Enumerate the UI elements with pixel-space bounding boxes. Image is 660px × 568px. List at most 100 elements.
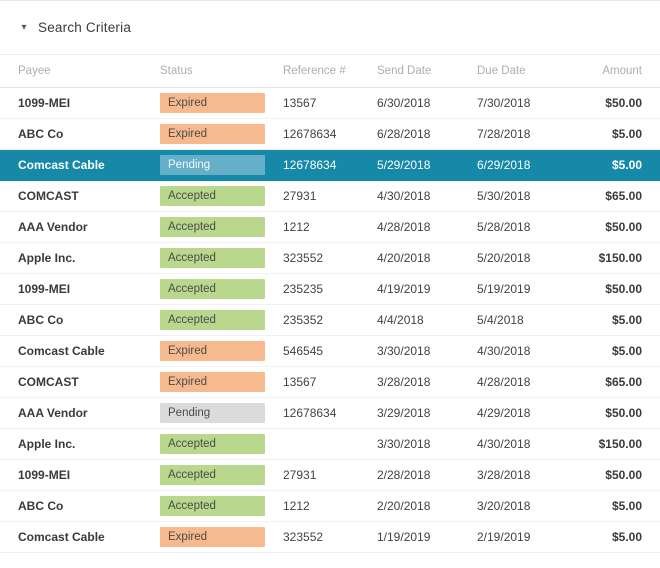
payee-cell: Comcast Cable (18, 344, 105, 358)
due-date-cell: 5/19/2019 (477, 282, 531, 296)
status-cell: Expired (160, 124, 283, 144)
amount-cell: $50.00 (605, 220, 642, 234)
table-row[interactable]: Comcast Cable Expired 546545 3/30/2018 4/30/… (0, 336, 660, 367)
send-date-cell: 4/30/2018 (377, 189, 431, 203)
send-date-cell: 4/20/2018 (377, 251, 431, 265)
table-row[interactable]: 1099-MEI Accepted 27931 2/28/2018 3/28/2018 $… (0, 460, 660, 491)
status-cell: Expired (160, 372, 283, 392)
table-row[interactable]: Apple Inc. Accepted 3/30/2018 4/30/2018 $150… (0, 429, 660, 460)
send-date-cell: 6/30/2018 (377, 96, 431, 110)
send-date-cell: 3/30/2018 (377, 344, 431, 358)
table-row[interactable]: COMCAST Expired 13567 3/28/2018 4/28/2018 $65… (0, 367, 660, 398)
payee-cell: AAA Vendor (18, 406, 88, 420)
amount-cell: $150.00 (598, 437, 642, 451)
send-date-cell: 3/28/2018 (377, 375, 431, 389)
status-cell: Pending (160, 403, 283, 423)
reference-cell: 235235 (283, 282, 324, 296)
reference-cell: 546545 (283, 344, 324, 358)
table-row[interactable]: ABC Co Expired 12678634 6/28/2018 7/28/2018 $… (0, 119, 660, 150)
status-badge: Pending (160, 155, 265, 175)
amount-cell: $50.00 (605, 96, 642, 110)
status-badge: Accepted (160, 434, 265, 454)
reference-cell: 13567 (283, 96, 317, 110)
table-row[interactable]: AAA Vendor Pending 12678634 3/29/2018 4/29/2… (0, 398, 660, 429)
table-row[interactable]: ABC Co Accepted 235352 4/4/2018 5/4/2018 $5.0… (0, 305, 660, 336)
amount-cell: $65.00 (605, 375, 642, 389)
send-date-cell: 3/29/2018 (377, 406, 431, 420)
due-date-cell: 3/20/2018 (477, 499, 531, 513)
table-row[interactable]: 1099-MEI Expired 13567 6/30/2018 7/30/2018 $5… (0, 88, 660, 119)
amount-cell: $5.00 (611, 530, 642, 544)
send-date-cell: 2/20/2018 (377, 499, 431, 513)
collapse-caret-icon[interactable]: ▾ (21, 22, 27, 33)
due-date-cell: 5/20/2018 (477, 251, 531, 265)
due-date-cell: 7/30/2018 (477, 96, 531, 110)
status-cell: Pending (160, 155, 283, 175)
column-header-amount: Amount (602, 65, 642, 77)
status-cell: Expired (160, 527, 283, 547)
reference-cell: 13567 (283, 375, 317, 389)
send-date-cell: 6/28/2018 (377, 127, 431, 141)
reference-cell: 235352 (283, 313, 324, 327)
payee-cell: Comcast Cable (18, 158, 105, 172)
amount-cell: $50.00 (605, 468, 642, 482)
status-badge: Accepted (160, 496, 265, 516)
payee-cell: ABC Co (18, 127, 64, 141)
table-row[interactable]: COMCAST Accepted 27931 4/30/2018 5/30/2018 $6… (0, 181, 660, 212)
status-cell: Accepted (160, 186, 283, 206)
due-date-cell: 4/28/2018 (477, 375, 531, 389)
table-row[interactable]: Comcast Cable Expired 323552 1/19/2019 2/19/… (0, 522, 660, 553)
status-cell: Expired (160, 341, 283, 361)
status-badge: Accepted (160, 310, 265, 330)
reference-cell: 323552 (283, 251, 324, 265)
amount-cell: $5.00 (611, 344, 642, 358)
amount-cell: $5.00 (611, 158, 642, 172)
payee-cell: 1099-MEI (18, 282, 71, 296)
table-row[interactable]: 1099-MEI Accepted 235235 4/19/2019 5/19/2019… (0, 274, 660, 305)
payee-cell: ABC Co (18, 499, 64, 513)
status-cell: Accepted (160, 310, 283, 330)
send-date-cell: 4/4/2018 (377, 313, 424, 327)
search-criteria-header[interactable]: ▾ Search Criteria (0, 1, 660, 55)
send-date-cell: 3/30/2018 (377, 437, 431, 451)
column-header-payee: Payee (18, 65, 51, 77)
amount-cell: $150.00 (598, 251, 642, 265)
payee-cell: Comcast Cable (18, 530, 105, 544)
due-date-cell: 7/28/2018 (477, 127, 531, 141)
reference-cell: 12678634 (283, 406, 337, 420)
reference-cell: 27931 (283, 468, 317, 482)
payee-cell: Apple Inc. (18, 251, 76, 265)
reference-cell: 1212 (283, 499, 310, 513)
amount-cell: $5.00 (611, 313, 642, 327)
column-header-send-date: Send Date (377, 65, 432, 77)
status-cell: Accepted (160, 217, 283, 237)
amount-cell: $65.00 (605, 189, 642, 203)
due-date-cell: 4/30/2018 (477, 437, 531, 451)
table-row[interactable]: ABC Co Accepted 1212 2/20/2018 3/20/2018 $5.0… (0, 491, 660, 522)
payee-cell: ABC Co (18, 313, 64, 327)
amount-cell: $50.00 (605, 282, 642, 296)
status-cell: Accepted (160, 279, 283, 299)
table-row[interactable]: AAA Vendor Accepted 1212 4/28/2018 5/28/2018… (0, 212, 660, 243)
due-date-cell: 5/28/2018 (477, 220, 531, 234)
status-badge: Expired (160, 341, 265, 361)
payee-cell: Apple Inc. (18, 437, 76, 451)
due-date-cell: 5/4/2018 (477, 313, 524, 327)
payee-cell: 1099-MEI (18, 468, 71, 482)
table-row[interactable]: Comcast Cable Pending 12678634 5/29/2018 6/2… (0, 150, 660, 181)
payee-cell: COMCAST (18, 375, 79, 389)
column-header-status: Status (160, 65, 193, 77)
status-badge: Expired (160, 527, 265, 547)
table-body: 1099-MEI Expired 13567 6/30/2018 7/30/2018 $5… (0, 88, 660, 553)
payee-cell: 1099-MEI (18, 96, 71, 110)
payee-cell: AAA Vendor (18, 220, 88, 234)
status-cell: Accepted (160, 248, 283, 268)
status-badge: Expired (160, 372, 265, 392)
status-badge: Expired (160, 124, 265, 144)
column-header-reference: Reference # (283, 65, 346, 77)
status-cell: Accepted (160, 465, 283, 485)
table-row[interactable]: Apple Inc. Accepted 323552 4/20/2018 5/20/20… (0, 243, 660, 274)
status-cell: Accepted (160, 496, 283, 516)
send-date-cell: 5/29/2018 (377, 158, 431, 172)
status-badge: Expired (160, 93, 265, 113)
